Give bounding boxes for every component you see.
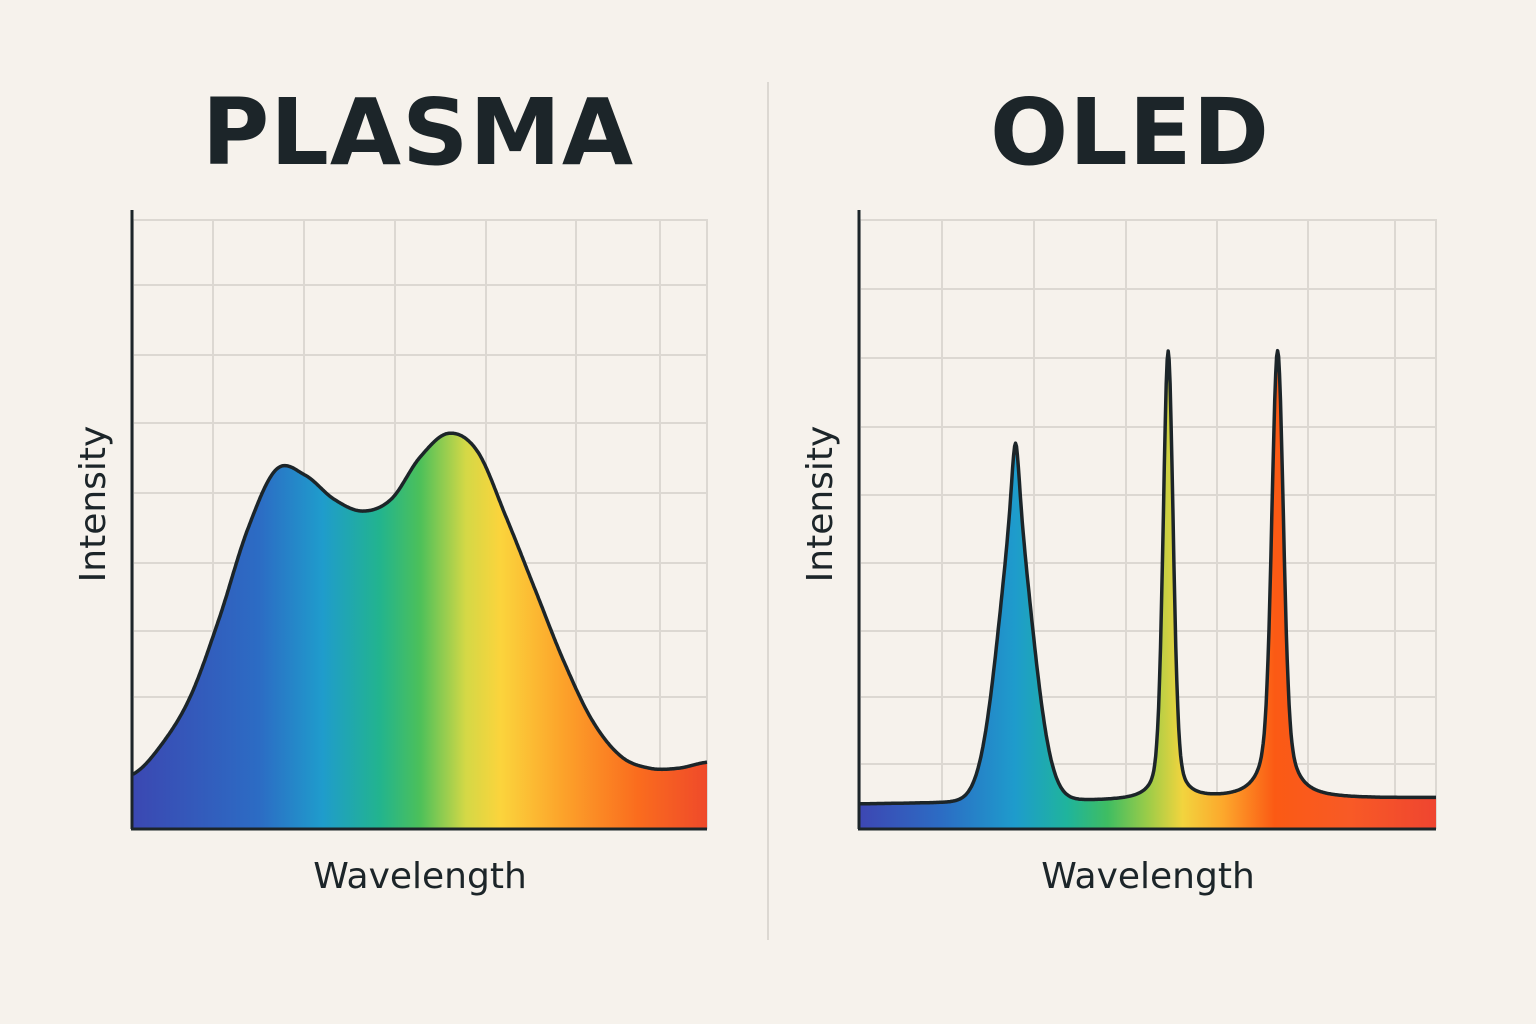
plasma-spectrum-line bbox=[132, 431, 708, 776]
plasma-spectrum-area bbox=[133, 433, 707, 828]
plasma-plot: Intensity Wavelength bbox=[73, 210, 708, 897]
oled-spectrum-area bbox=[860, 350, 1436, 828]
oled-title: OLED bbox=[989, 79, 1271, 186]
oled-y-axis-label: Intensity bbox=[800, 426, 841, 583]
oled-x-axis-label: Wavelength bbox=[1041, 856, 1255, 897]
plasma-title: PLASMA bbox=[201, 79, 635, 186]
plasma-x-axis-label: Wavelength bbox=[313, 856, 527, 897]
plasma-y-axis-label: Intensity bbox=[73, 426, 114, 583]
oled-spectrum-line bbox=[859, 348, 1437, 806]
panel-divider bbox=[767, 82, 769, 940]
oled-plot: Intensity Wavelength bbox=[800, 210, 1437, 897]
oled-grid-frame bbox=[859, 219, 1437, 829]
